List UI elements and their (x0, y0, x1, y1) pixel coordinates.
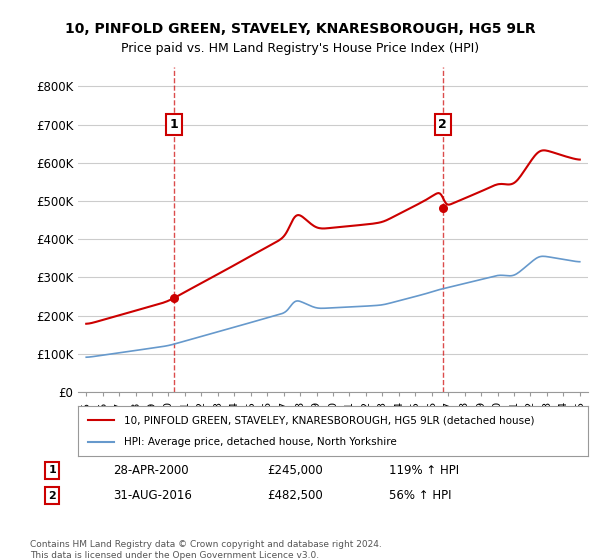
Text: 1: 1 (48, 465, 56, 475)
Point (438, 203, 448, 212)
Text: HPI: Average price, detached house, North Yorkshire: HPI: Average price, detached house, Nort… (124, 437, 397, 447)
Text: 31-AUG-2016: 31-AUG-2016 (113, 489, 191, 502)
Text: Contains HM Land Registry data © Crown copyright and database right 2024.
This d: Contains HM Land Registry data © Crown c… (30, 540, 382, 560)
Point (169, 294, 179, 303)
Text: 1: 1 (170, 118, 178, 131)
Text: Price paid vs. HM Land Registry's House Price Index (HPI): Price paid vs. HM Land Registry's House … (121, 42, 479, 55)
Text: 56% ↑ HPI: 56% ↑ HPI (389, 489, 451, 502)
Text: 10, PINFOLD GREEN, STAVELEY, KNARESBOROUGH, HG5 9LR: 10, PINFOLD GREEN, STAVELEY, KNARESBOROU… (65, 22, 535, 36)
Text: 28-APR-2000: 28-APR-2000 (113, 464, 188, 477)
Text: 2: 2 (48, 491, 56, 501)
Text: £482,500: £482,500 (268, 489, 323, 502)
Text: 119% ↑ HPI: 119% ↑ HPI (389, 464, 459, 477)
Text: 10, PINFOLD GREEN, STAVELEY, KNARESBOROUGH, HG5 9LR (detached house): 10, PINFOLD GREEN, STAVELEY, KNARESBOROU… (124, 415, 535, 425)
Text: £245,000: £245,000 (268, 464, 323, 477)
Text: 2: 2 (439, 118, 447, 131)
